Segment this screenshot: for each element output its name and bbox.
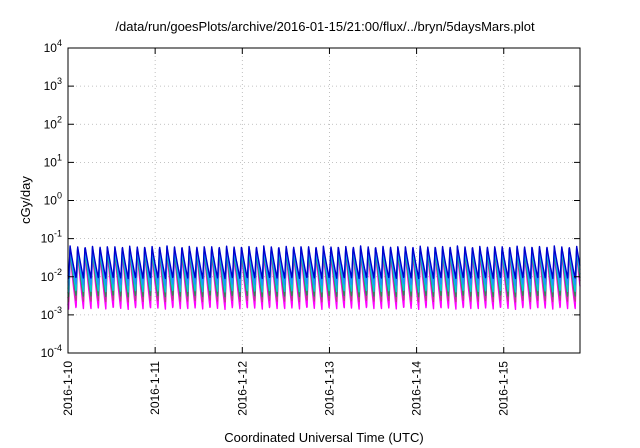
y-tick-label: 102 [44,114,62,131]
series-line-6 [67,245,581,280]
y-tick-label: 103 [44,76,62,93]
x-tick-label: 2016-1-14 [410,361,424,416]
y-tick-label: 10-2 [41,267,62,284]
x-tick-label: 2016-1-11 [148,361,162,415]
y-axis-label: cGy/day [18,176,33,224]
x-tick-label: 2016-1-15 [497,361,511,416]
x-tick-label: 2016-1-10 [61,361,75,416]
y-tick-label: 104 [44,38,62,55]
chart-title: /data/run/goesPlots/archive/2016-01-15/2… [115,19,535,34]
grid [67,47,580,354]
y-tick-label: 101 [44,152,62,169]
x-tick-label: 2016-1-12 [235,361,249,416]
series-layer [67,245,581,310]
x-tick-label: 2016-1-13 [322,361,336,416]
y-tick-label: 10-1 [41,229,62,246]
x-axis-label: Coordinated Universal Time (UTC) [224,430,423,445]
y-tick-label: 10-3 [41,305,62,322]
y-tick-label: 100 [44,191,62,208]
y-tick-label: 10-4 [41,343,62,360]
y-axis: 10-4 10-3 10-2 10-1 100 101 102 103 104 [41,38,580,360]
x-axis: 2016-1-10 2016-1-11 2016-1-12 2016-1-13 2016… [61,48,511,416]
